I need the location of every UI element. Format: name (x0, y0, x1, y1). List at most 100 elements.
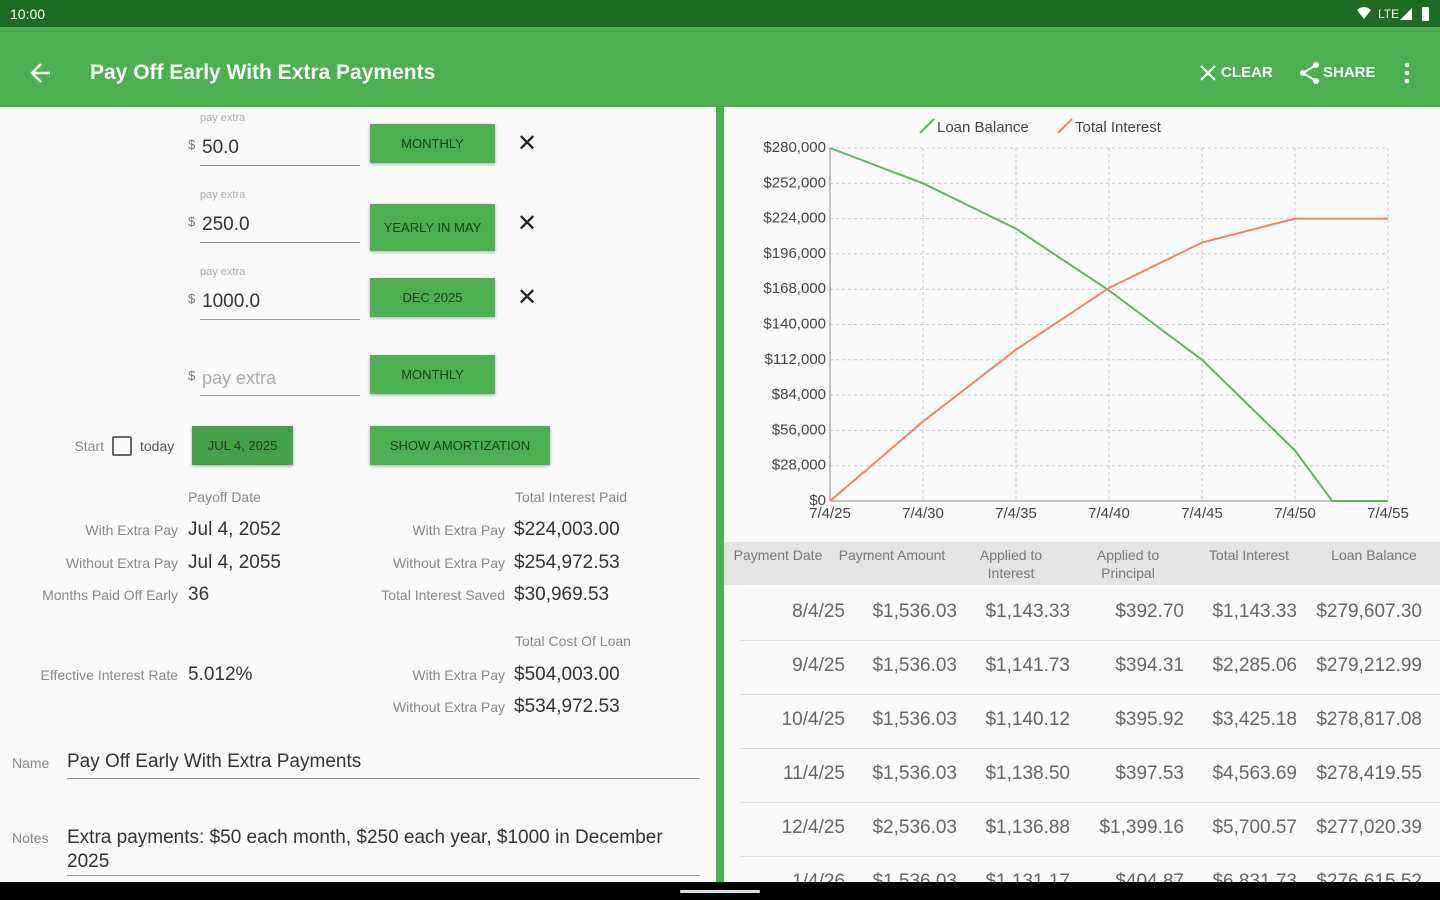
table-cell: $394.31 (1115, 655, 1184, 676)
y-tick-label: $56,000 (772, 421, 826, 438)
x-tick-label: 7/4/45 (1181, 505, 1223, 522)
y-tick-label: $224,000 (763, 210, 826, 227)
app-bar (0, 27, 1440, 107)
table-cell: 12/4/25 (781, 817, 845, 838)
table-cell: 8/4/25 (792, 601, 845, 622)
y-tick-label: $28,000 (772, 457, 826, 474)
summary-value: $30,969.53 (514, 584, 610, 605)
payment-amount-input[interactable]: 1000.0 (202, 291, 261, 312)
share-icon[interactable] (1298, 61, 1322, 85)
remove-payment-button[interactable]: ✕ (517, 130, 538, 157)
form-pane: pay extra $50.0 MONTHLY ✕ pay extra $250.0 YEA… (0, 107, 716, 882)
table-cell: $279,212.99 (1316, 655, 1422, 676)
results-pane: $0 $28,000 $56,000 $84,000 $112,000 $140,000 $… (724, 107, 1440, 882)
payoff-header: Payoff Date (188, 489, 261, 505)
input-underline (200, 319, 360, 320)
currency-prefix: $ (188, 368, 196, 383)
summary-label: With Extra Pay (412, 667, 505, 683)
table-cell: $4,563.69 (1212, 763, 1297, 784)
table-cell: $397.53 (1115, 763, 1184, 784)
start-date-button[interactable]: JUL 4, 2025 (192, 426, 293, 465)
input-underline (200, 165, 360, 166)
status-bar (0, 0, 1440, 27)
summary-value: $504,003.00 (514, 664, 620, 685)
remove-payment-button[interactable]: ✕ (517, 284, 538, 311)
status-time: 10:00 (10, 6, 46, 22)
show-amortization-button[interactable]: SHOW AMORTIZATION (370, 426, 550, 465)
start-label: Start (74, 438, 104, 454)
currency-prefix: $ (188, 137, 196, 152)
table-cell: $392.70 (1115, 601, 1184, 622)
table-cell: $1,143.33 (985, 601, 1070, 622)
table-cell: $1,536.03 (872, 871, 957, 883)
row-divider (740, 856, 1440, 857)
input-underline (200, 395, 360, 396)
y-tick-label: $112,000 (765, 351, 826, 368)
x-tick-label: 7/4/25 (809, 505, 851, 522)
input-underline (67, 875, 700, 876)
clear-icon[interactable] (1199, 64, 1217, 82)
notes-input[interactable]: Extra payments: $50 each month, $250 eac… (67, 827, 663, 872)
row-divider (740, 694, 1440, 695)
remove-payment-button[interactable]: ✕ (517, 210, 538, 237)
column-header: Loan Balance (1331, 547, 1417, 563)
table-cell: $277,020.39 (1316, 817, 1422, 838)
table-cell: $1,536.03 (872, 763, 957, 784)
summary-label: Without Extra Pay (392, 555, 505, 571)
payment-hint: pay extra (200, 189, 246, 201)
frequency-button[interactable]: MONTHLY (370, 124, 495, 163)
name-input[interactable]: Pay Off Early With Extra Payments (67, 751, 362, 772)
input-underline (200, 242, 360, 243)
data-line (829, 217, 1388, 502)
today-label: today (140, 438, 175, 454)
table-cell: $395.92 (1115, 709, 1184, 730)
column-header: Payment Amount (838, 547, 946, 563)
table-cell: $1,131.17 (985, 871, 1070, 883)
payment-amount-input[interactable]: 250.0 (202, 214, 250, 235)
table-cell: 11/4/25 (783, 763, 845, 784)
frequency-button[interactable]: YEARLY IN MAY (370, 204, 495, 251)
status-icons (1357, 7, 1429, 21)
payment-amount-input[interactable]: 50.0 (202, 137, 239, 158)
table-cell: $5,700.57 (1212, 817, 1297, 838)
table-cell: $278,817.08 (1316, 709, 1422, 730)
table-cell: $1,138.50 (985, 763, 1070, 784)
divider (716, 107, 724, 882)
today-checkbox[interactable] (112, 436, 132, 456)
share-button[interactable]: SHARE (1323, 64, 1376, 81)
table-cell: $278,419.55 (1316, 763, 1422, 784)
summary-label: With Extra Pay (412, 522, 505, 538)
y-tick-label: $196,000 (763, 245, 826, 262)
row-divider (740, 640, 1440, 641)
summary-value: $224,003.00 (514, 519, 620, 540)
overflow-menu[interactable] (1402, 62, 1412, 84)
data-line (829, 147, 1388, 502)
clear-button[interactable]: CLEAR (1221, 64, 1273, 81)
app-title: Pay Off Early With Extra Payments (90, 61, 436, 84)
column-header: Payment Date (733, 547, 823, 563)
y-tick-label: $252,000 (763, 174, 826, 191)
frequency-button[interactable]: MONTHLY (370, 355, 495, 394)
legend-label: Loan Balance (937, 119, 1029, 136)
y-tick-label: $140,000 (763, 315, 826, 332)
back-button[interactable] (28, 60, 54, 86)
summary-value: $254,972.53 (514, 552, 620, 573)
new-payment-input[interactable]: pay extra (202, 368, 277, 388)
legend-swatch (1057, 118, 1073, 134)
legend-swatch (919, 118, 935, 134)
table-cell: $1,140.12 (985, 709, 1070, 730)
column-header: Applied to Interest (979, 547, 1043, 581)
frequency-button[interactable]: DEC 2025 (370, 278, 495, 317)
x-tick-label: 7/4/50 (1274, 505, 1316, 522)
home-handle[interactable] (680, 890, 760, 893)
table-cell: 10/4/25 (781, 709, 845, 730)
summary-label: Total Interest Saved (381, 587, 505, 603)
cost-header: Total Cost Of Loan (515, 633, 631, 649)
table-cell: 1/4/26 (792, 871, 845, 883)
y-tick-label: $168,000 (763, 280, 826, 297)
summary-value: 5.012% (188, 664, 253, 685)
summary-value: Jul 4, 2052 (188, 519, 281, 540)
nav-bar (0, 882, 1440, 900)
x-tick-label: 7/4/40 (1088, 505, 1130, 522)
